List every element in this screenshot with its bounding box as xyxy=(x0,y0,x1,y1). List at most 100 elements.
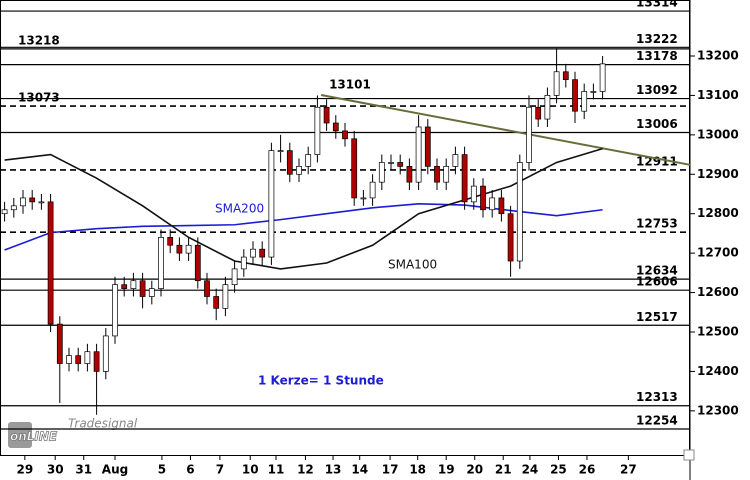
level-label: 13092 xyxy=(636,83,678,97)
candle-body xyxy=(342,130,348,140)
corner-box xyxy=(683,449,695,461)
candle-body xyxy=(590,91,597,93)
level-label: 12606 xyxy=(636,275,678,289)
level-label: 12313 xyxy=(636,390,678,404)
candle-body xyxy=(498,197,505,215)
candle-body xyxy=(231,268,238,286)
candle-body xyxy=(1,209,8,215)
candle-body xyxy=(84,351,91,364)
x-tick-label: 27 xyxy=(620,463,637,477)
candle-body xyxy=(314,106,321,155)
candle-body xyxy=(222,284,229,309)
candle-body xyxy=(434,166,440,183)
x-tick-label: 21 xyxy=(495,463,512,477)
x-tick-label: 11 xyxy=(268,463,285,477)
level-label: 12517 xyxy=(636,310,678,324)
candle-body xyxy=(204,280,210,297)
y-tick-label: 12800 xyxy=(697,206,739,220)
x-tick-label: 17 xyxy=(382,463,399,477)
x-tick-label: 30 xyxy=(47,463,64,477)
x-tick-label: 7 xyxy=(216,463,224,477)
y-tick-label: 13100 xyxy=(697,88,739,102)
candle-body xyxy=(452,154,459,167)
y-tick-label: 13000 xyxy=(697,127,739,141)
candle-body xyxy=(378,162,385,183)
level-label: 13006 xyxy=(636,117,678,131)
sma-label: SMA200 xyxy=(215,202,264,216)
candle-body xyxy=(305,154,312,167)
candle-body xyxy=(93,351,100,372)
level-label: 12254 xyxy=(636,413,678,427)
x-tick-label: 31 xyxy=(75,463,92,477)
level-label: 12753 xyxy=(636,217,678,231)
candle-body xyxy=(10,205,17,211)
candle-body xyxy=(158,237,164,289)
candle-body xyxy=(38,201,45,204)
candle-body xyxy=(121,284,128,289)
candle-body xyxy=(66,355,72,364)
candle-body xyxy=(424,126,431,167)
candle-body xyxy=(388,162,394,164)
candle-body xyxy=(75,355,82,364)
x-tick-label: 14 xyxy=(351,463,368,477)
x-tick-label: Aug xyxy=(102,463,128,477)
x-tick-label: 26 xyxy=(579,463,596,477)
chart-layer: 12300 12400 12500 12600 12700 12800 12900 13000… xyxy=(0,0,739,477)
sma-line xyxy=(4,147,603,270)
candle-body xyxy=(562,71,569,80)
candle-body xyxy=(20,197,26,207)
candle-body xyxy=(47,201,54,325)
candle-body xyxy=(553,71,560,96)
level-label: 12634 xyxy=(636,264,678,278)
logo-sub: Tradesignal xyxy=(68,417,138,431)
level-label: 12911 xyxy=(636,154,678,168)
x-tick-label: 18 xyxy=(409,463,426,477)
candle-body xyxy=(369,181,376,199)
candle-body xyxy=(461,154,468,203)
note: 1 Kerze= 1 Stunde xyxy=(258,374,384,388)
candle-body xyxy=(29,197,36,203)
candle-body xyxy=(194,244,201,282)
x-tick-label: 6 xyxy=(186,463,194,477)
y-tick-label: 12900 xyxy=(697,167,739,181)
candle-body xyxy=(516,162,523,262)
candle-body xyxy=(277,150,284,152)
candle-body xyxy=(535,106,542,120)
candle-body xyxy=(489,197,496,211)
candle-body xyxy=(286,150,293,175)
level-label: 13073 xyxy=(18,91,60,105)
candle-body xyxy=(480,185,486,211)
level-label: 13218 xyxy=(18,33,60,47)
candle-body xyxy=(406,166,413,183)
candle-body xyxy=(240,256,247,270)
candle-body xyxy=(351,138,358,199)
x-tick-label: 10 xyxy=(242,463,259,477)
x-tick-label: 24 xyxy=(522,463,539,477)
candle-body xyxy=(360,197,367,200)
level-label: 13178 xyxy=(636,49,678,63)
candle-body xyxy=(572,79,578,112)
candle-body xyxy=(599,63,606,92)
x-tick-label: 19 xyxy=(438,463,455,477)
candle-body xyxy=(443,166,450,183)
candle-body xyxy=(112,284,118,337)
candle-body xyxy=(250,248,256,258)
y-tick-label: 13200 xyxy=(697,48,739,62)
x-tick-label: 20 xyxy=(466,463,483,477)
x-tick-label: 29 xyxy=(16,463,33,477)
candle-body xyxy=(139,280,146,297)
candle-body xyxy=(167,237,174,246)
x-tick-label: 5 xyxy=(158,463,166,477)
candle-body xyxy=(130,280,137,289)
candle-body xyxy=(415,126,422,183)
level-label: 13314 xyxy=(636,0,678,10)
candle-body xyxy=(526,106,532,163)
candle-body xyxy=(544,95,551,120)
y-tick-label: 12700 xyxy=(697,246,739,260)
candle-body xyxy=(332,122,339,132)
candle-body xyxy=(185,244,192,254)
logo-main: onLINE xyxy=(10,430,58,444)
y-tick-label: 12400 xyxy=(697,364,739,378)
candle-body xyxy=(296,166,302,175)
